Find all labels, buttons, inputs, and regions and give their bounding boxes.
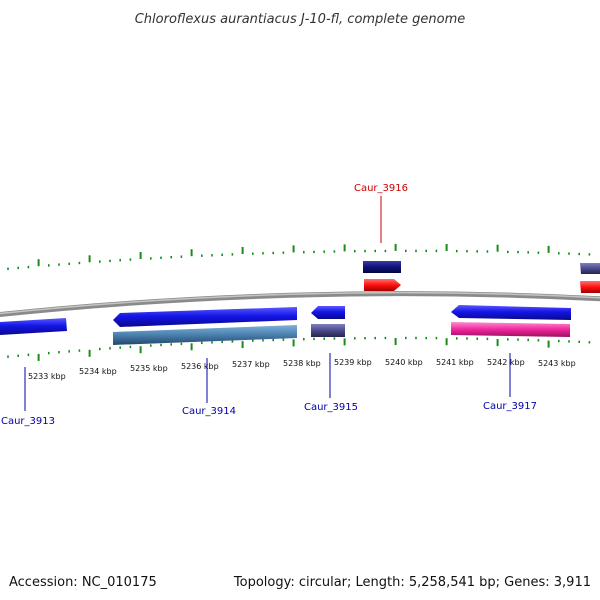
- gene-caur-3916-top[interactable]: [363, 261, 401, 273]
- gene-label-caur-3913[interactable]: Caur_3913: [1, 416, 55, 427]
- scale-label: 5236 kbp: [181, 362, 219, 371]
- genome-summary-label: Topology: circular; Length: 5,258,541 bp…: [233, 575, 591, 590]
- scale-label: 5240 kbp: [385, 358, 423, 367]
- gene-caur-3917-arrow[interactable]: [451, 305, 571, 320]
- gene-partial-right-top[interactable]: [580, 263, 600, 274]
- map-title: Chloroflexus aurantiacus J-10-fl, comple…: [135, 12, 466, 27]
- accession-label: Accession: NC_010175: [9, 575, 157, 590]
- gene-label-caur-3916[interactable]: Caur_3916: [354, 183, 408, 194]
- gene-caur-3916-arrow[interactable]: [364, 279, 401, 291]
- genome-backbone: [0, 291, 600, 318]
- gene-label-caur-3914[interactable]: Caur_3914: [182, 406, 236, 417]
- gene-caur-3914-arrow[interactable]: [113, 307, 297, 327]
- scale-label: 5239 kbp: [334, 358, 372, 367]
- gene-caur-3917-block[interactable]: [451, 322, 570, 337]
- scale-label: 5237 kbp: [232, 360, 270, 369]
- scale-label: 5235 kbp: [130, 364, 168, 373]
- scale-label: 5233 kbp: [28, 372, 66, 381]
- scale-label: 5234 kbp: [79, 367, 117, 376]
- scale-label: 5243 kbp: [538, 359, 576, 368]
- inner-tick-ring: [7, 336, 591, 361]
- gene-partial-right-arrow[interactable]: [580, 281, 600, 293]
- scale-label-group: 5233 kbp 5234 kbp 5235 kbp 5236 kbp 5237…: [28, 358, 576, 381]
- gene-caur-3915-block[interactable]: [311, 324, 345, 337]
- gene-caur-3913-arrow[interactable]: [0, 318, 67, 335]
- gene-label-caur-3915[interactable]: Caur_3915: [304, 402, 358, 413]
- scale-label: 5242 kbp: [487, 358, 525, 367]
- outer-tick-ring: [7, 243, 591, 270]
- gene-caur-3915-arrow[interactable]: [311, 306, 345, 319]
- gene-caur-3914-block[interactable]: [113, 325, 297, 345]
- genome-backbone-highlight: [0, 291, 600, 315]
- scale-label: 5238 kbp: [283, 359, 321, 368]
- gene-label-caur-3917[interactable]: Caur_3917: [483, 401, 537, 412]
- scale-label: 5241 kbp: [436, 358, 474, 367]
